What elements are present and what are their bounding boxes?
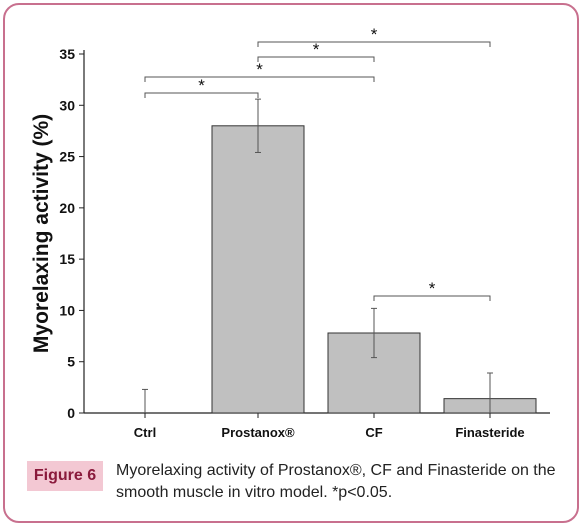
significance-star: *	[256, 60, 263, 79]
y-axis-title: Myorelaxing activity (%)	[30, 114, 53, 353]
significance-star: *	[313, 40, 320, 59]
bracket-line	[257, 56, 375, 62]
y-tick-label: 10	[59, 302, 75, 318]
y-tick-label: 35	[59, 46, 75, 62]
significance-bracket: *	[144, 60, 375, 82]
chart-bars	[142, 98, 537, 414]
bracket-line	[144, 76, 375, 82]
significance-bracket: *	[373, 279, 491, 301]
y-tick-label: 15	[59, 251, 75, 267]
chart-axes: 0 5 10 15 20 25 30 35 Myorelaxing activity (%) Ct…	[30, 46, 550, 440]
y-tick-label: 25	[59, 149, 75, 165]
significance-bracket: *	[144, 76, 259, 98]
significance-star: *	[429, 279, 436, 298]
figure-label: Figure 6	[27, 461, 103, 491]
x-tick-label: Prostanox®	[221, 425, 295, 440]
x-tick-label: Ctrl	[134, 425, 156, 440]
bracket-line	[144, 92, 259, 98]
figure-caption: Myorelaxing activity of Prostanox®, CF a…	[116, 462, 556, 501]
significance-bracket: *	[257, 25, 491, 47]
bracket-line	[373, 295, 491, 301]
significance-bracket: *	[257, 40, 375, 62]
x-tick-label: CF	[365, 425, 382, 440]
bar	[211, 125, 305, 414]
figure-frame	[3, 3, 579, 523]
significance-star: *	[371, 25, 378, 44]
y-tick-label: 20	[59, 200, 75, 216]
bracket-line	[257, 41, 491, 47]
y-tick-label: 5	[67, 354, 75, 370]
significance-star: *	[198, 76, 205, 95]
y-tick-label: 0	[67, 405, 75, 421]
x-tick-label: Finasteride	[455, 425, 524, 440]
y-tick-label: 30	[59, 97, 75, 113]
significance-brackets: * * * * *	[144, 25, 491, 301]
